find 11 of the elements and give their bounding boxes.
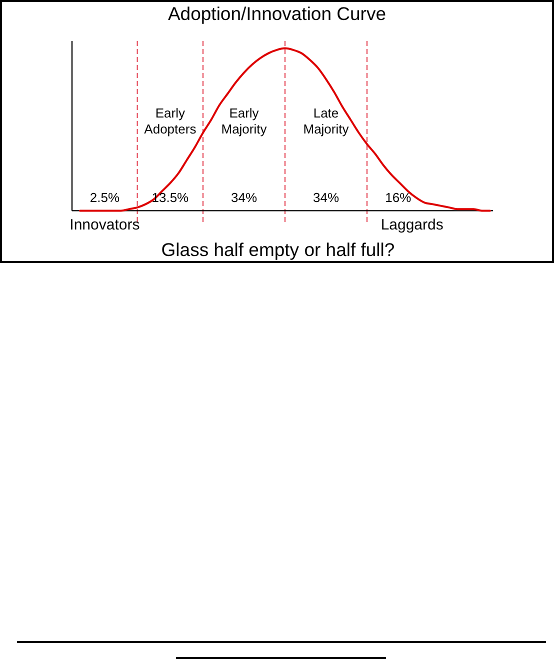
annotation: 34% [230,190,258,205]
text: Innovators [70,216,140,234]
annotation: 16% [385,190,412,205]
chart-title: Adoption/Innovation Curve [168,3,386,24]
annotation: 2.5% [90,190,120,205]
text: Glass half empty or half full? [161,239,395,260]
annotation: Early Adopters [144,106,197,136]
annotation: 34% [312,190,340,205]
annotation: Early Majority [221,106,268,136]
text: Laggards [380,216,444,234]
annotation: Late Majority [303,106,350,136]
